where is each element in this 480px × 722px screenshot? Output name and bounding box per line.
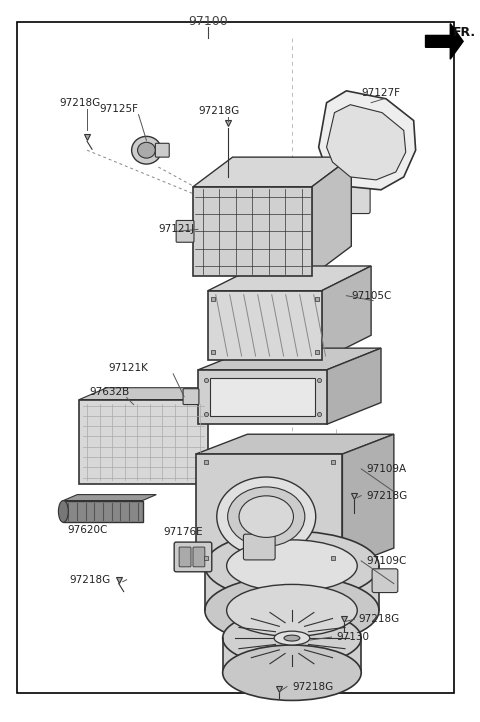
Bar (193, 187, 312, 276)
FancyBboxPatch shape (243, 534, 275, 560)
Text: 97218G: 97218G (198, 105, 239, 116)
Polygon shape (223, 638, 361, 673)
Polygon shape (426, 24, 463, 59)
Text: FR.: FR. (453, 25, 476, 38)
Ellipse shape (227, 540, 357, 592)
FancyBboxPatch shape (183, 388, 199, 404)
FancyBboxPatch shape (179, 547, 191, 567)
Ellipse shape (138, 142, 156, 158)
Ellipse shape (228, 487, 305, 547)
Bar (196, 454, 342, 567)
Polygon shape (208, 266, 371, 291)
Bar (210, 378, 315, 417)
Polygon shape (322, 266, 371, 360)
Text: 97620C: 97620C (67, 525, 108, 535)
Bar (208, 291, 322, 360)
Ellipse shape (223, 645, 361, 700)
Text: 97632B: 97632B (89, 387, 129, 396)
Polygon shape (196, 434, 394, 454)
Polygon shape (342, 434, 394, 567)
Text: 97218G: 97218G (366, 490, 408, 500)
Polygon shape (205, 566, 379, 610)
Ellipse shape (227, 584, 357, 636)
Ellipse shape (205, 575, 379, 645)
Ellipse shape (284, 635, 300, 641)
Text: 97121K: 97121K (109, 363, 149, 373)
Text: 97121J: 97121J (158, 225, 194, 235)
Ellipse shape (205, 531, 379, 601)
FancyBboxPatch shape (174, 542, 212, 572)
Text: 97218G: 97218G (69, 575, 110, 585)
Bar (63, 500, 143, 522)
FancyBboxPatch shape (193, 547, 205, 567)
Text: 97176E: 97176E (163, 527, 203, 537)
Ellipse shape (239, 496, 293, 537)
Text: 97218G: 97218G (292, 682, 333, 692)
Text: 97218G: 97218G (60, 97, 101, 108)
Text: 97218G: 97218G (358, 614, 399, 625)
Ellipse shape (274, 631, 310, 645)
FancyBboxPatch shape (176, 220, 194, 243)
Polygon shape (312, 157, 351, 276)
Text: 97105C: 97105C (351, 291, 392, 300)
FancyBboxPatch shape (156, 143, 169, 157)
Polygon shape (193, 157, 351, 187)
Text: 97127F: 97127F (361, 88, 400, 97)
Ellipse shape (132, 136, 161, 164)
Bar (198, 370, 326, 425)
Polygon shape (326, 348, 381, 425)
Text: 97100: 97100 (188, 15, 228, 28)
Text: 97125F: 97125F (99, 104, 138, 113)
FancyBboxPatch shape (372, 569, 398, 593)
Polygon shape (63, 495, 156, 500)
Bar (79, 399, 208, 484)
Text: 97109A: 97109A (366, 464, 406, 474)
Ellipse shape (59, 500, 68, 522)
FancyBboxPatch shape (344, 165, 370, 214)
Polygon shape (79, 388, 236, 399)
Ellipse shape (223, 610, 361, 666)
Ellipse shape (217, 477, 316, 556)
Polygon shape (198, 348, 381, 370)
Polygon shape (319, 91, 416, 190)
Polygon shape (326, 105, 406, 180)
Text: 97109C: 97109C (366, 556, 407, 566)
Text: 97130: 97130 (336, 632, 370, 642)
